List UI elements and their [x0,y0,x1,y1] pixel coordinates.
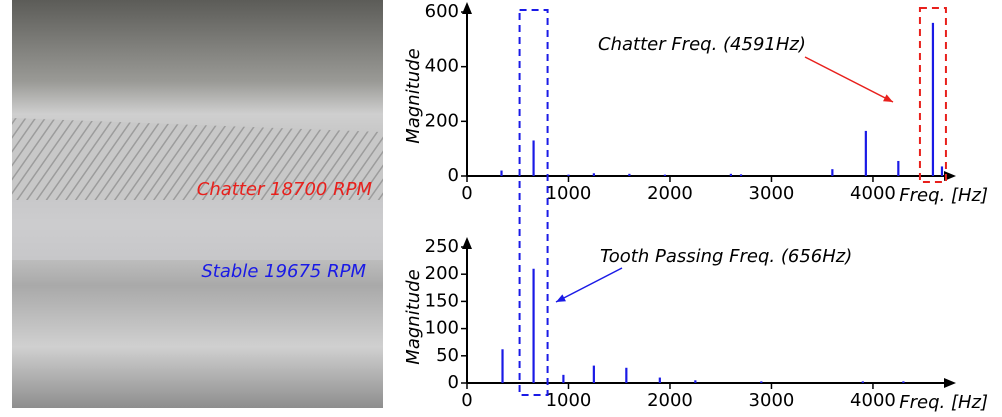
x-axis-label: Freq. [Hz] [899,392,988,413]
y-tick-label: 0 [448,165,459,186]
x-tick-label: 4000 [850,390,896,411]
y-tick-label: 400 [425,56,459,77]
annotation-arrow [804,56,894,103]
arrow-head [883,94,893,102]
y-tick-label: 200 [425,110,459,131]
x-tick-label: 2000 [647,390,693,411]
y-axis-label: Magnitude [403,269,424,364]
y-tick-label: 200 [425,263,459,284]
x-tick-label: 4000 [850,183,896,204]
highlight-box [518,9,549,396]
x-tick-label: 0 [461,390,472,411]
x-axis-arrow [944,171,956,181]
photo: Chatter 18700 RPM Stable 19675 RPM [12,0,383,408]
y-axis-arrow [462,237,472,249]
annotation: Tooth Passing Freq. (656Hz) [600,246,852,267]
chart: 0 200 400 600 0 1000 2000 3000 4000 Freq. [Hz] Mag… [403,1,988,206]
x-axis-label: Freq. [Hz] [899,185,988,206]
machined-surface [12,118,383,200]
y-tick-label: 600 [425,1,459,22]
y-tick-label: 50 [436,345,459,366]
x-tick-label: 3000 [749,183,795,204]
photo-label: Chatter 18700 RPM [197,179,373,200]
annotation: Chatter Freq. (4591Hz) [598,34,806,55]
y-tick-label: 150 [425,290,459,311]
y-tick-label: 0 [448,372,459,393]
y-axis-label: Magnitude [403,48,424,143]
x-axis-arrow [944,378,956,388]
arrow-head [556,294,566,302]
y-tick-label: 250 [425,236,459,257]
stable-surface [12,200,383,260]
highlight-box [918,7,947,183]
x-tick-label: 2000 [647,183,693,204]
x-tick-label: 1000 [546,390,592,411]
y-tick-label: 100 [425,318,459,339]
y-axis-arrow [462,2,472,14]
x-tick-label: 3000 [749,390,795,411]
x-tick-label: 0 [461,183,472,204]
annotation-arrow [555,267,623,303]
x-tick-label: 1000 [546,183,592,204]
photo-label: Stable 19675 RPM [201,261,366,282]
